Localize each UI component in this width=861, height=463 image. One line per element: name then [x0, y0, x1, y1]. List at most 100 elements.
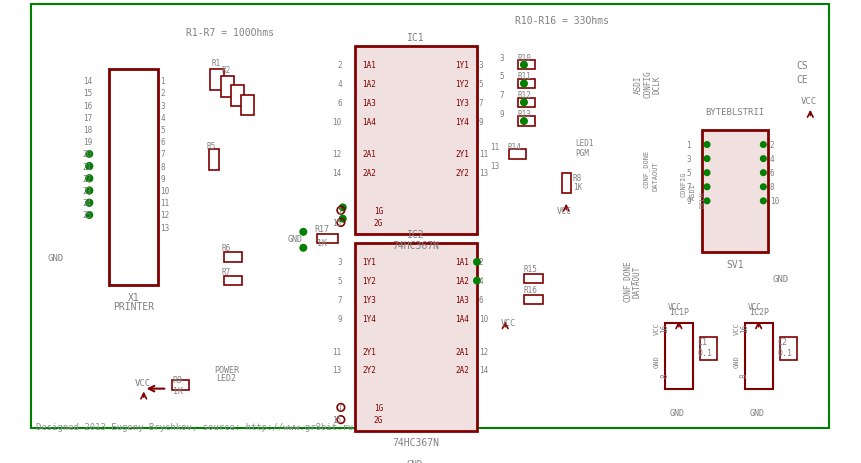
Text: 6: 6 [479, 295, 483, 304]
Text: 15: 15 [83, 89, 92, 98]
Text: GND: GND [733, 354, 739, 367]
Circle shape [759, 199, 765, 204]
Bar [223, 276, 242, 286]
Text: 74HC367N: 74HC367N [392, 240, 439, 250]
Text: 1A3: 1A3 [455, 295, 469, 304]
Text: 1G: 1G [374, 206, 382, 215]
Text: C1: C1 [697, 338, 707, 346]
Text: 1A3: 1A3 [362, 99, 376, 107]
Text: R2: R2 [221, 66, 231, 75]
Text: R5: R5 [207, 142, 215, 150]
Text: 1Y4: 1Y4 [362, 314, 376, 323]
Text: 7: 7 [499, 91, 504, 100]
Text: CONFIG: CONFIG [680, 171, 685, 196]
Text: GND: GND [47, 253, 63, 262]
Text: GND: GND [748, 408, 764, 417]
Text: GND: GND [287, 234, 302, 244]
Text: 1A1: 1A1 [455, 258, 469, 267]
Text: 3: 3 [160, 101, 165, 110]
Text: 74HC367N: 74HC367N [392, 437, 439, 447]
Text: PRINTER: PRINTER [113, 301, 154, 311]
Text: 13: 13 [160, 223, 170, 232]
Bar [108, 70, 158, 286]
Text: 11: 11 [479, 150, 487, 159]
Text: 9: 9 [479, 117, 483, 126]
Text: CONF_DONE: CONF_DONE [622, 260, 631, 302]
Text: 6: 6 [160, 138, 165, 147]
Text: CE: CE [796, 75, 807, 85]
Text: 3: 3 [499, 54, 504, 63]
Text: 1: 1 [337, 206, 342, 215]
Text: 5: 5 [499, 72, 504, 81]
Text: 1Y4: 1Y4 [455, 117, 469, 126]
Bar [523, 295, 542, 305]
Text: R1: R1 [211, 59, 220, 68]
Text: 11: 11 [160, 199, 170, 208]
Text: 1K: 1K [317, 238, 326, 247]
Text: CS: CS [796, 61, 807, 70]
Bar [220, 77, 233, 97]
Text: 9: 9 [160, 175, 165, 183]
Text: IC1: IC1 [406, 32, 424, 43]
Text: 1A2: 1A2 [362, 80, 376, 89]
Text: R17: R17 [314, 224, 329, 233]
Bar [664, 323, 692, 389]
Text: 4: 4 [769, 155, 774, 164]
Bar [561, 173, 570, 194]
Text: LED2: LED2 [216, 373, 236, 382]
Text: 2: 2 [479, 258, 483, 267]
Text: 14: 14 [332, 169, 342, 178]
Polygon shape [558, 136, 573, 151]
Circle shape [703, 143, 709, 148]
Text: 21: 21 [83, 162, 92, 171]
Text: 9: 9 [337, 314, 342, 323]
Text: LED1: LED1 [575, 139, 593, 148]
Text: 8: 8 [160, 162, 165, 171]
Circle shape [86, 163, 92, 170]
Text: R14: R14 [507, 143, 521, 151]
Text: ASDI: ASDI [633, 75, 642, 94]
Text: GND: GND [669, 408, 684, 417]
Text: C2: C2 [777, 338, 787, 346]
Text: VCC: VCC [733, 321, 739, 334]
Text: 5: 5 [337, 276, 342, 286]
Text: 1A4: 1A4 [362, 117, 376, 126]
Text: 16: 16 [83, 101, 92, 110]
Bar [744, 323, 771, 389]
Text: R10-R16 = 33Ohms: R10-R16 = 33Ohms [514, 16, 608, 25]
Text: 7: 7 [685, 183, 691, 192]
Text: 13: 13 [332, 366, 342, 375]
Bar [209, 150, 219, 170]
Bar [517, 80, 535, 89]
Text: R7: R7 [221, 267, 231, 276]
Bar [223, 253, 242, 263]
Circle shape [759, 143, 765, 148]
Bar [700, 337, 716, 360]
Text: 1Y3: 1Y3 [362, 295, 376, 304]
Text: IC2P: IC2P [748, 307, 768, 316]
Text: GND: GND [406, 459, 422, 463]
Text: X1: X1 [127, 292, 139, 302]
Text: 10: 10 [479, 314, 487, 323]
Bar [231, 86, 244, 107]
Text: 16: 16 [739, 323, 748, 332]
Text: 3: 3 [337, 258, 342, 267]
Text: 3: 3 [685, 155, 691, 164]
Bar [317, 234, 338, 244]
Circle shape [520, 63, 527, 69]
Text: 4: 4 [337, 80, 342, 89]
Text: R1-R7 = 100Ohms: R1-R7 = 100Ohms [186, 28, 274, 38]
Text: POWER: POWER [214, 366, 238, 375]
Text: 7: 7 [337, 295, 342, 304]
Text: 8: 8 [739, 372, 748, 377]
Circle shape [86, 151, 92, 158]
Text: 9: 9 [499, 110, 504, 119]
Text: 2Y1: 2Y1 [455, 150, 469, 159]
Text: 1: 1 [337, 403, 342, 412]
Bar [702, 131, 767, 253]
Text: 12: 12 [332, 150, 342, 159]
Text: 7: 7 [479, 99, 483, 107]
Text: 1Y1: 1Y1 [455, 61, 469, 70]
Text: 1A1: 1A1 [362, 61, 376, 70]
Text: IC1P: IC1P [668, 307, 688, 316]
